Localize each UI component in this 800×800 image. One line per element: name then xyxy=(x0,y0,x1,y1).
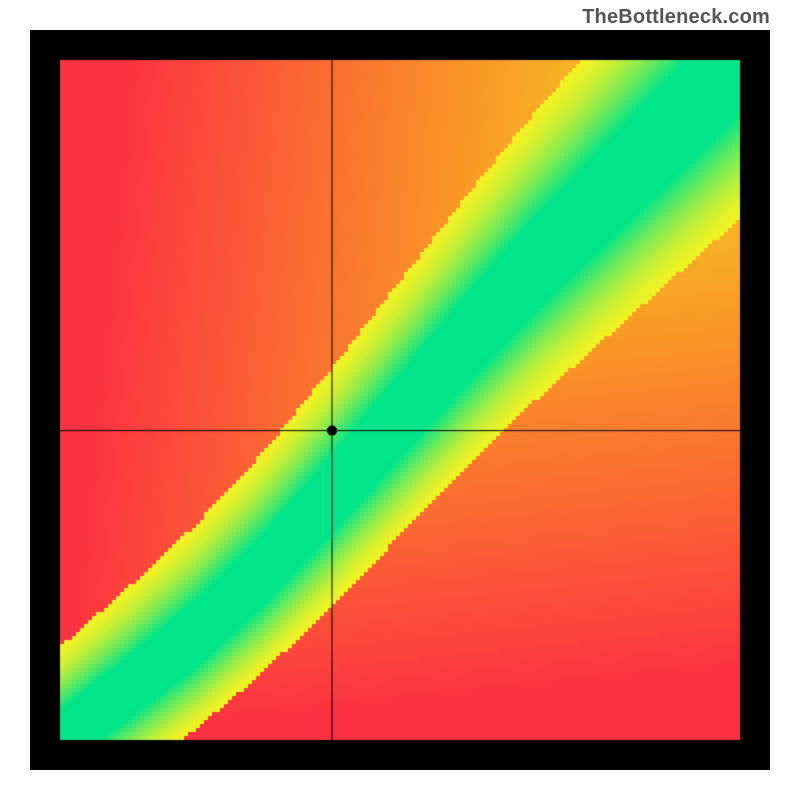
watermark-text: TheBottleneck.com xyxy=(582,6,770,29)
bottleneck-heatmap xyxy=(30,30,770,770)
chart-container: TheBottleneck.com xyxy=(0,0,800,800)
